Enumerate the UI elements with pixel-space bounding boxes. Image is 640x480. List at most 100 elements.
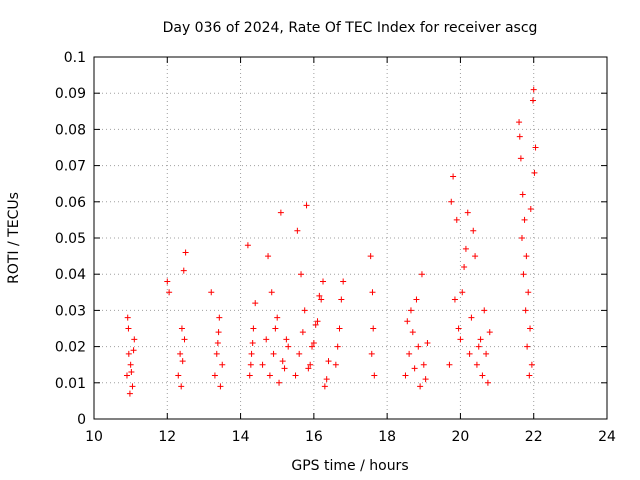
data-point bbox=[464, 209, 471, 216]
data-point bbox=[462, 245, 469, 252]
data-point bbox=[294, 227, 301, 234]
data-point bbox=[486, 329, 493, 336]
data-point bbox=[521, 216, 528, 223]
data-point bbox=[369, 289, 376, 296]
data-point bbox=[249, 339, 256, 346]
x-tick-label: 16 bbox=[305, 429, 323, 445]
data-point bbox=[318, 296, 325, 303]
data-point bbox=[312, 321, 319, 328]
x-tick-label: 14 bbox=[232, 429, 250, 445]
data-point bbox=[472, 253, 479, 260]
data-point bbox=[459, 289, 466, 296]
data-point bbox=[340, 278, 347, 285]
data-point bbox=[217, 383, 224, 390]
y-tick-label: 0.08 bbox=[55, 122, 86, 138]
data-points bbox=[123, 86, 539, 397]
data-point bbox=[415, 343, 422, 350]
data-point bbox=[177, 350, 184, 357]
data-point bbox=[175, 372, 182, 379]
data-point bbox=[368, 350, 375, 357]
data-point bbox=[272, 325, 279, 332]
data-point bbox=[530, 86, 537, 93]
data-point bbox=[367, 253, 374, 260]
data-point bbox=[213, 350, 220, 357]
x-tick-label: 12 bbox=[158, 429, 176, 445]
data-point bbox=[422, 376, 429, 383]
data-point bbox=[285, 343, 292, 350]
data-point bbox=[516, 119, 523, 126]
data-point bbox=[279, 358, 286, 365]
data-point bbox=[281, 365, 288, 372]
data-point bbox=[370, 325, 377, 332]
y-tick-label: 0.09 bbox=[55, 86, 86, 102]
data-point bbox=[418, 271, 425, 278]
data-point bbox=[130, 347, 137, 354]
data-point bbox=[301, 307, 308, 314]
data-point bbox=[525, 289, 532, 296]
data-point bbox=[475, 343, 482, 350]
y-tick-label: 0.01 bbox=[55, 376, 86, 392]
data-point bbox=[303, 202, 310, 209]
data-point bbox=[470, 227, 477, 234]
x-tick-label: 18 bbox=[378, 429, 396, 445]
data-point bbox=[532, 144, 539, 151]
data-point bbox=[265, 253, 272, 260]
x-tick-labels: 10 12 14 16 18 20 22 24 bbox=[85, 429, 616, 445]
y-tick-label: 0.1 bbox=[64, 50, 86, 66]
data-point bbox=[481, 307, 488, 314]
data-point bbox=[528, 361, 535, 368]
data-point bbox=[263, 336, 270, 343]
data-point bbox=[526, 372, 533, 379]
y-tick-label: 0.03 bbox=[55, 303, 86, 319]
data-point bbox=[299, 329, 306, 336]
data-point bbox=[296, 350, 303, 357]
data-point bbox=[307, 361, 314, 368]
y-tick-label: 0.06 bbox=[55, 195, 86, 211]
data-point bbox=[338, 296, 345, 303]
data-point bbox=[274, 314, 281, 321]
data-point bbox=[180, 267, 187, 274]
data-point bbox=[181, 336, 188, 343]
x-tick-label: 10 bbox=[85, 429, 103, 445]
data-point bbox=[529, 97, 536, 104]
x-tick-label: 20 bbox=[452, 429, 470, 445]
data-point bbox=[178, 383, 185, 390]
data-point bbox=[461, 263, 468, 270]
data-point bbox=[527, 325, 534, 332]
y-axis-label: ROTI / TECUs bbox=[6, 192, 22, 284]
data-point bbox=[127, 361, 134, 368]
data-point bbox=[518, 235, 525, 241]
data-point bbox=[484, 379, 491, 386]
data-point bbox=[125, 350, 132, 357]
data-point bbox=[208, 289, 215, 296]
data-point bbox=[250, 325, 257, 332]
x-tick-label: 24 bbox=[598, 429, 616, 445]
data-point bbox=[268, 289, 275, 296]
data-point bbox=[516, 133, 523, 140]
data-point bbox=[259, 361, 266, 368]
y-tick-label: 0.05 bbox=[55, 231, 86, 247]
data-point bbox=[424, 339, 431, 346]
data-point bbox=[420, 361, 427, 368]
data-point bbox=[131, 336, 138, 343]
data-point bbox=[531, 169, 538, 176]
data-point bbox=[332, 361, 339, 368]
data-point bbox=[406, 350, 413, 357]
data-point bbox=[336, 325, 343, 332]
data-point bbox=[520, 271, 527, 278]
data-point bbox=[323, 376, 330, 383]
data-point bbox=[292, 372, 299, 379]
data-point bbox=[450, 173, 457, 180]
data-point bbox=[314, 318, 321, 325]
data-point bbox=[517, 155, 524, 162]
data-point bbox=[276, 379, 283, 386]
data-point bbox=[214, 339, 221, 346]
data-point bbox=[334, 343, 341, 350]
data-point bbox=[483, 350, 490, 357]
data-point bbox=[283, 336, 290, 343]
y-tick-label: 0.04 bbox=[55, 267, 86, 283]
data-point bbox=[124, 314, 131, 321]
data-point bbox=[527, 206, 534, 213]
data-point bbox=[125, 325, 132, 332]
